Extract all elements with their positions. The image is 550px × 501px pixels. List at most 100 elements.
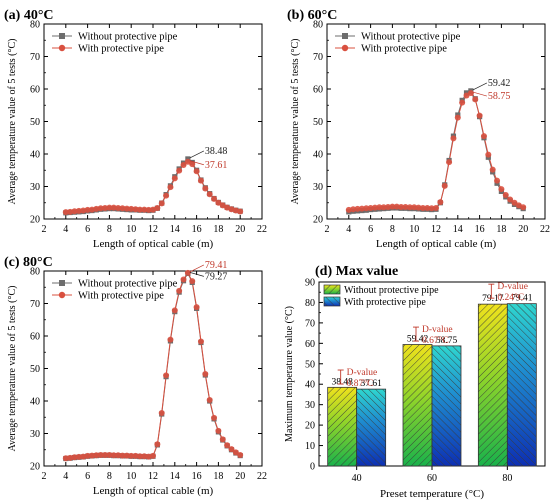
data-point-circle	[489, 166, 496, 173]
data-point-circle	[106, 451, 113, 458]
panel-title: (c) 80°C	[4, 255, 53, 270]
panel-1: 2 4 6 8 10 12 14 16 18 20 22 20 30 40 50 60 70 80 Length o…	[4, 8, 267, 250]
data-point-circle	[128, 205, 135, 212]
data-point-circle	[428, 205, 435, 212]
data-point-circle	[402, 203, 409, 210]
y-tick-label: 70	[313, 52, 323, 63]
y-axis-label: Average temperature value of 5 tests (°C…	[7, 286, 18, 452]
x-tick-label: 22	[257, 471, 267, 482]
dvalue-label: D-value	[497, 282, 528, 292]
data-point-circle	[415, 204, 422, 211]
data-point-circle	[459, 99, 466, 106]
legend-marker-circle	[58, 291, 66, 299]
legend-marker-square	[59, 33, 65, 39]
y-tick-label: 80	[313, 20, 323, 31]
bar-value-label: 59.42	[407, 335, 429, 345]
dvalue-label: D-value	[422, 325, 453, 335]
x-tick-label: 14	[170, 224, 180, 235]
y-axis-label: Average temperature value of 5 tests (°C…	[7, 39, 18, 205]
data-point-circle	[163, 372, 170, 379]
x-tick-label: 20	[518, 224, 528, 235]
y-tick-label: 80	[30, 267, 40, 278]
annotation-label: 59.42	[488, 78, 511, 89]
annotation-leader	[189, 150, 205, 159]
y-tick-label: 90	[305, 278, 315, 289]
data-point-circle	[189, 161, 196, 168]
y-tick-label: 50	[30, 364, 40, 375]
data-point-circle	[119, 205, 126, 212]
data-point-circle	[367, 204, 374, 211]
series-line-1	[348, 90, 524, 213]
data-point-circle	[406, 204, 413, 211]
x-tick-label: 4	[346, 224, 351, 235]
x-tick-label: 22	[540, 224, 550, 235]
dvalue-amount: 0.24°C	[497, 292, 524, 303]
data-point-circle	[215, 427, 222, 434]
data-point-circle	[184, 269, 191, 276]
bar-value-label: 38.48	[331, 377, 353, 387]
panel-2: 2 4 6 8 10 12 14 16 18 20 22 20 30 40 50 60 70 80 Length o…	[287, 8, 550, 250]
data-point-circle	[71, 454, 78, 461]
data-point-circle	[502, 191, 509, 198]
y-tick-label: 30	[305, 400, 315, 411]
x-tick-label: 18	[213, 224, 223, 235]
legend-label: Without protective pipe	[78, 279, 178, 290]
y-tick-label: 40	[305, 380, 315, 391]
data-point-circle	[398, 203, 405, 210]
x-tick-label: 22	[257, 224, 267, 235]
data-point-circle	[197, 177, 204, 184]
x-tick-label: 10	[126, 224, 136, 235]
legend-swatch	[323, 284, 341, 295]
data-point-circle	[494, 177, 501, 184]
data-point-circle	[123, 205, 130, 212]
data-point-circle	[354, 205, 361, 212]
x-tick-label: 14	[453, 224, 463, 235]
data-point-circle	[393, 203, 400, 210]
data-point-circle	[193, 304, 200, 311]
data-point-circle	[97, 205, 104, 212]
data-point-circle	[411, 204, 418, 211]
x-tick-label: 8	[107, 224, 112, 235]
x-tick-label: 6	[85, 224, 90, 235]
bar	[431, 345, 462, 467]
data-point-circle	[171, 307, 178, 314]
data-point-circle	[350, 206, 357, 213]
data-point-circle	[507, 196, 514, 203]
x-tick-label: 10	[409, 224, 419, 235]
y-tick-label: 20	[30, 215, 40, 226]
data-point-circle	[363, 205, 370, 212]
data-point-circle	[163, 192, 170, 199]
panel-4: 0 10 20 30 40 50 60 70 80 90 40 38.48 37.61 60 59.42 58…	[284, 264, 546, 500]
bar	[356, 388, 387, 467]
x-tick-label: 12	[431, 224, 441, 235]
data-point-circle	[158, 410, 165, 417]
data-point-circle	[71, 208, 78, 215]
y-tick-label: 60	[313, 85, 323, 96]
y-tick-label: 0	[310, 462, 315, 473]
annotation-leader	[472, 82, 488, 91]
data-point-circle	[206, 191, 213, 198]
data-point-circle	[84, 452, 91, 459]
data-point-circle	[219, 436, 226, 443]
data-point-circle	[197, 338, 204, 345]
data-point-circle	[145, 206, 152, 213]
annotation-leader	[472, 91, 487, 97]
data-point-circle	[472, 96, 479, 103]
x-axis-label: Length of optical cable (m)	[93, 485, 214, 497]
x-tick-label: 14	[170, 471, 180, 482]
data-point-circle	[119, 452, 126, 459]
y-tick-label: 80	[305, 298, 315, 309]
data-point-circle	[97, 451, 104, 458]
annotation-leader	[189, 160, 204, 166]
y-tick-label: 70	[30, 52, 40, 63]
data-point-circle	[454, 114, 461, 121]
data-point-circle	[424, 204, 431, 211]
legend-label: With protective pipe	[344, 297, 426, 308]
x-tick-label: 12	[148, 471, 158, 482]
panel-title: (a) 40°C	[4, 8, 54, 23]
x-tick-label: 4	[63, 224, 68, 235]
data-point-circle	[215, 199, 222, 206]
legend-swatch	[323, 296, 341, 307]
legend-marker-square	[342, 33, 348, 39]
x-tick-label: 2	[325, 224, 330, 235]
